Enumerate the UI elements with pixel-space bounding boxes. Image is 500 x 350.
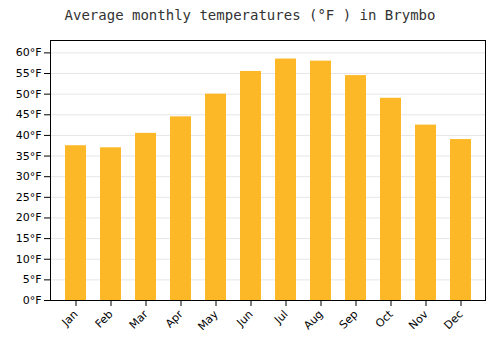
svg-text:Feb: Feb (93, 308, 116, 331)
svg-text:Apr: Apr (163, 307, 186, 330)
svg-text:40°F: 40°F (16, 129, 42, 142)
svg-text:Jul: Jul (271, 308, 290, 327)
svg-text:Jun: Jun (234, 308, 256, 330)
svg-text:Dec: Dec (441, 308, 465, 332)
svg-text:Aug: Aug (301, 308, 325, 332)
svg-text:35°F: 35°F (16, 150, 42, 163)
svg-text:30°F: 30°F (16, 170, 42, 183)
svg-text:May: May (195, 307, 221, 333)
html-text:Average monthly temperatures (: Average monthly temperatures (°F ) in Br… (64, 7, 436, 23)
svg-text:50°F: 50°F (16, 88, 42, 101)
svg-text:0°F: 0°F (23, 294, 42, 307)
svg-text:Jan: Jan (59, 308, 81, 330)
svg-text:45°F: 45°F (16, 108, 42, 121)
svg-text:25°F: 25°F (16, 191, 42, 204)
svg-text:5°F: 5°F (23, 273, 42, 286)
svg-text:10°F: 10°F (16, 253, 42, 266)
svg-text:55°F: 55°F (16, 67, 42, 80)
svg-text:Oct: Oct (373, 307, 396, 330)
svg-text:60°F: 60°F (16, 46, 42, 59)
svg-text:20°F: 20°F (16, 211, 42, 224)
svg-text:Sep: Sep (337, 308, 361, 332)
svg-text:Nov: Nov (406, 307, 431, 332)
svg-text:Mar: Mar (127, 307, 151, 331)
svg-text:15°F: 15°F (16, 232, 42, 245)
